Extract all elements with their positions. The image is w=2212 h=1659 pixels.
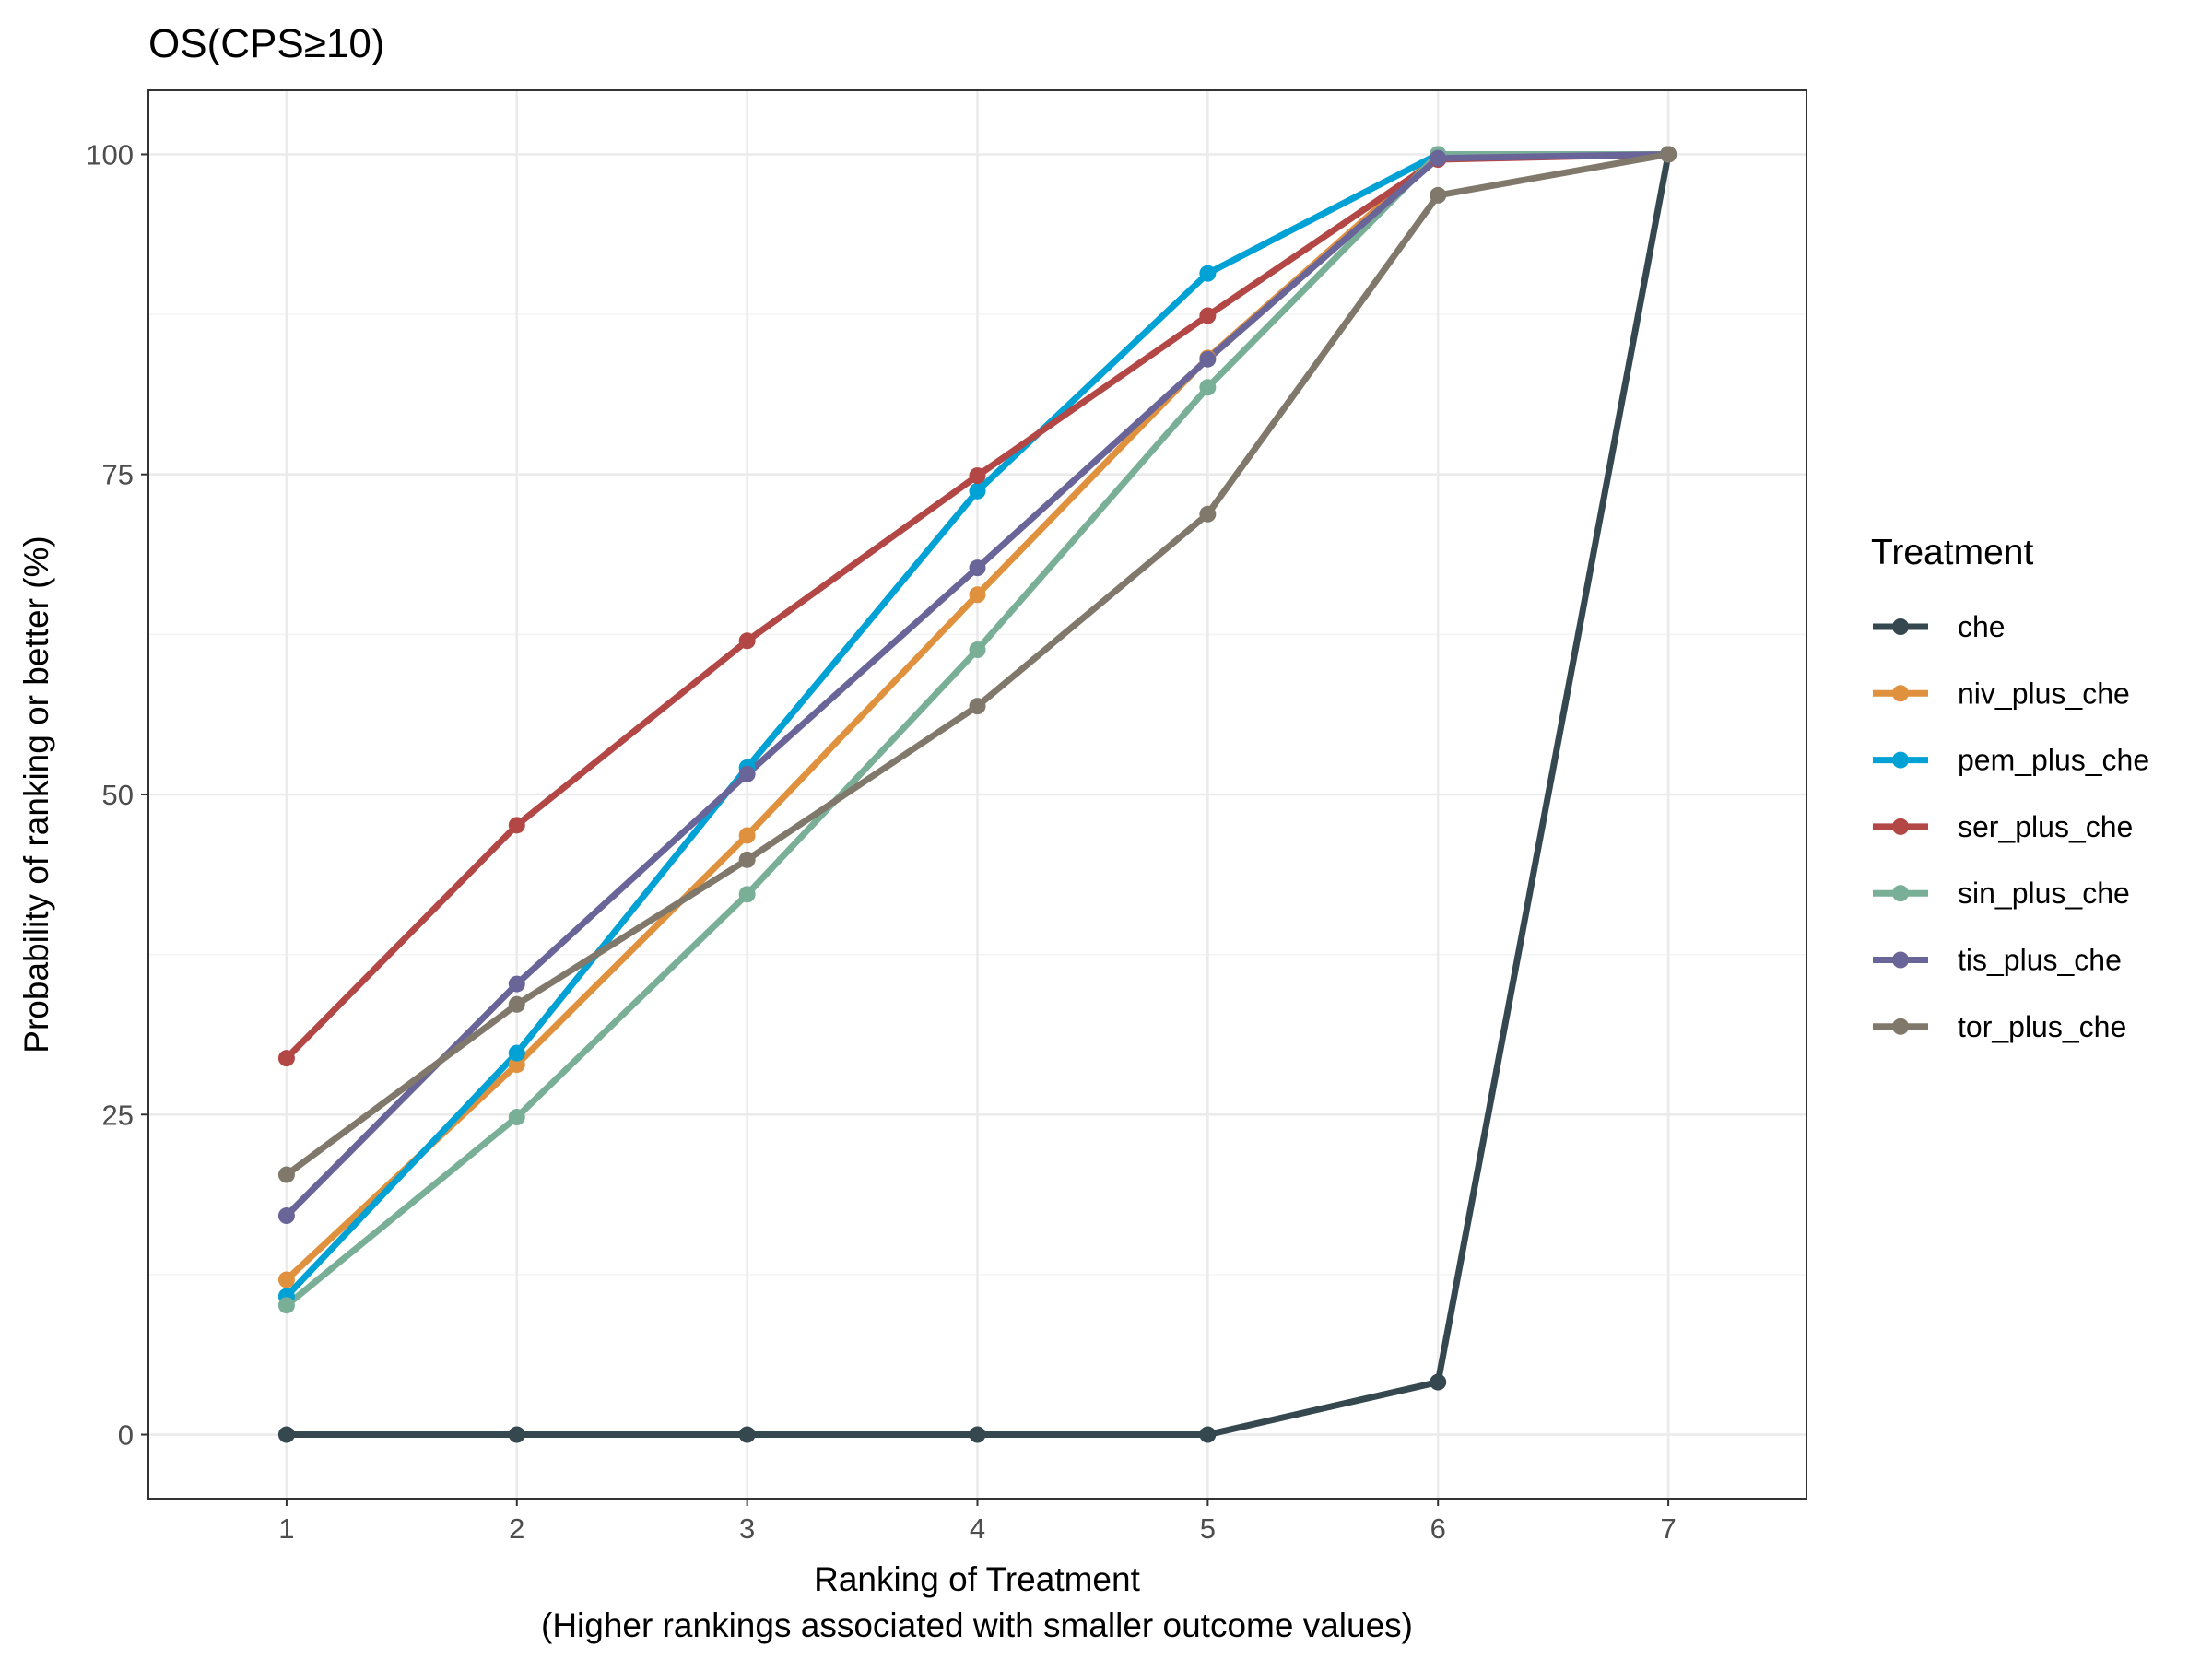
y-tick-label: 0 bbox=[118, 1419, 134, 1452]
legend-item-tis_plus_che: tis_plus_che bbox=[1873, 944, 2122, 977]
grid-major bbox=[148, 90, 1806, 1499]
x-tick-label: 4 bbox=[970, 1512, 985, 1545]
data-point-tis_plus_che bbox=[277, 1207, 295, 1225]
legend-label: tis_plus_che bbox=[1958, 944, 2122, 977]
legend: Treatment che niv_plus_che pem_plus_cheser… bbox=[1871, 533, 2149, 1043]
y-tick-label: 25 bbox=[102, 1099, 134, 1131]
x-axis: 1 2 3 4 5 6 7 bbox=[278, 1499, 1677, 1545]
data-point-tis_plus_che bbox=[969, 559, 986, 577]
data-point-tor_plus_che bbox=[1199, 505, 1217, 523]
data-point-che bbox=[738, 1426, 756, 1443]
data-point-niv_plus_che bbox=[738, 827, 756, 844]
data-point-tis_plus_che bbox=[1199, 350, 1217, 368]
data-point-che bbox=[277, 1426, 295, 1443]
legend-key-point bbox=[1892, 751, 1909, 769]
x-tick-label: 6 bbox=[1430, 1512, 1446, 1545]
legend-label: pem_plus_che bbox=[1958, 744, 2149, 777]
data-point-sin_plus_che bbox=[1199, 379, 1217, 396]
x-axis-subtitle: (Higher rankings associated with smaller… bbox=[541, 1606, 1413, 1644]
data-point-che bbox=[1430, 1373, 1447, 1391]
data-point-niv_plus_che bbox=[969, 586, 986, 604]
legend-label: sin_plus_che bbox=[1958, 877, 2130, 910]
data-point-ser_plus_che bbox=[277, 1050, 295, 1067]
legend-key-point bbox=[1892, 951, 1909, 969]
legend-item-che: che bbox=[1873, 610, 2006, 643]
data-point-tor_plus_che bbox=[1430, 186, 1447, 204]
x-tick-label: 5 bbox=[1200, 1512, 1216, 1545]
legend-item-tor_plus_che: tor_plus_che bbox=[1873, 1010, 2126, 1043]
legend-item-niv_plus_che: niv_plus_che bbox=[1873, 677, 2130, 710]
data-point-che bbox=[508, 1426, 525, 1443]
data-point-tor_plus_che bbox=[277, 1166, 295, 1183]
data-point-tor_plus_che bbox=[508, 995, 525, 1013]
legend-label: che bbox=[1958, 610, 2006, 643]
y-tick-label: 75 bbox=[102, 459, 134, 491]
y-axis: 0 25 50 75 100 bbox=[86, 138, 148, 1452]
legend-item-sin_plus_che: sin_plus_che bbox=[1873, 877, 2130, 910]
data-point-sin_plus_che bbox=[508, 1109, 525, 1126]
data-point-niv_plus_che bbox=[277, 1271, 295, 1288]
y-axis-title: Probability of ranking or better (%) bbox=[18, 535, 55, 1053]
data-point-tis_plus_che bbox=[1430, 149, 1447, 167]
data-point-pem_plus_che bbox=[1199, 265, 1217, 282]
data-point-ser_plus_che bbox=[508, 817, 525, 834]
data-point-tis_plus_che bbox=[738, 765, 756, 782]
data-point-tor_plus_che bbox=[969, 698, 986, 715]
legend-key-point bbox=[1892, 685, 1909, 702]
x-tick-label: 3 bbox=[739, 1512, 755, 1545]
data-point-sin_plus_che bbox=[969, 641, 986, 659]
y-tick-label: 100 bbox=[86, 138, 134, 171]
legend-item-pem_plus_che: pem_plus_che bbox=[1873, 744, 2149, 777]
data-point-niv_plus_che bbox=[508, 1056, 525, 1074]
legend-title: Treatment bbox=[1871, 533, 2033, 572]
legend-key-point bbox=[1892, 1018, 1909, 1035]
legend-key-point bbox=[1892, 618, 1909, 635]
data-point-tor_plus_che bbox=[738, 851, 756, 868]
legend-key-point bbox=[1892, 818, 1909, 835]
data-point-pem_plus_che bbox=[508, 1044, 525, 1062]
data-point-tor_plus_che bbox=[1660, 146, 1677, 163]
legend-key-point bbox=[1892, 885, 1909, 902]
data-point-sin_plus_che bbox=[277, 1297, 295, 1314]
data-point-ser_plus_che bbox=[1199, 307, 1217, 324]
legend-item-ser_plus_che: ser_plus_che bbox=[1873, 810, 2133, 843]
data-point-ser_plus_che bbox=[738, 632, 756, 650]
x-tick-label: 2 bbox=[509, 1512, 524, 1545]
legend-label: niv_plus_che bbox=[1958, 677, 2130, 710]
data-point-ser_plus_che bbox=[969, 467, 986, 485]
x-tick-label: 1 bbox=[278, 1512, 294, 1545]
data-point-pem_plus_che bbox=[969, 482, 986, 500]
data-point-tis_plus_che bbox=[508, 975, 525, 993]
x-tick-label: 7 bbox=[1660, 1512, 1676, 1545]
legend-label: tor_plus_che bbox=[1958, 1010, 2126, 1043]
y-tick-label: 50 bbox=[102, 779, 134, 811]
data-point-che bbox=[969, 1426, 986, 1443]
chart-title: OS(CPS≥10) bbox=[148, 21, 384, 66]
data-point-sin_plus_che bbox=[738, 886, 756, 903]
x-axis-title: Ranking of Treatment bbox=[814, 1560, 1140, 1598]
legend-items: che niv_plus_che pem_plus_che ser_plus_ches… bbox=[1873, 610, 2149, 1043]
series-points bbox=[277, 146, 1677, 1443]
data-point-che bbox=[1199, 1426, 1217, 1443]
legend-label: ser_plus_che bbox=[1958, 810, 2133, 843]
